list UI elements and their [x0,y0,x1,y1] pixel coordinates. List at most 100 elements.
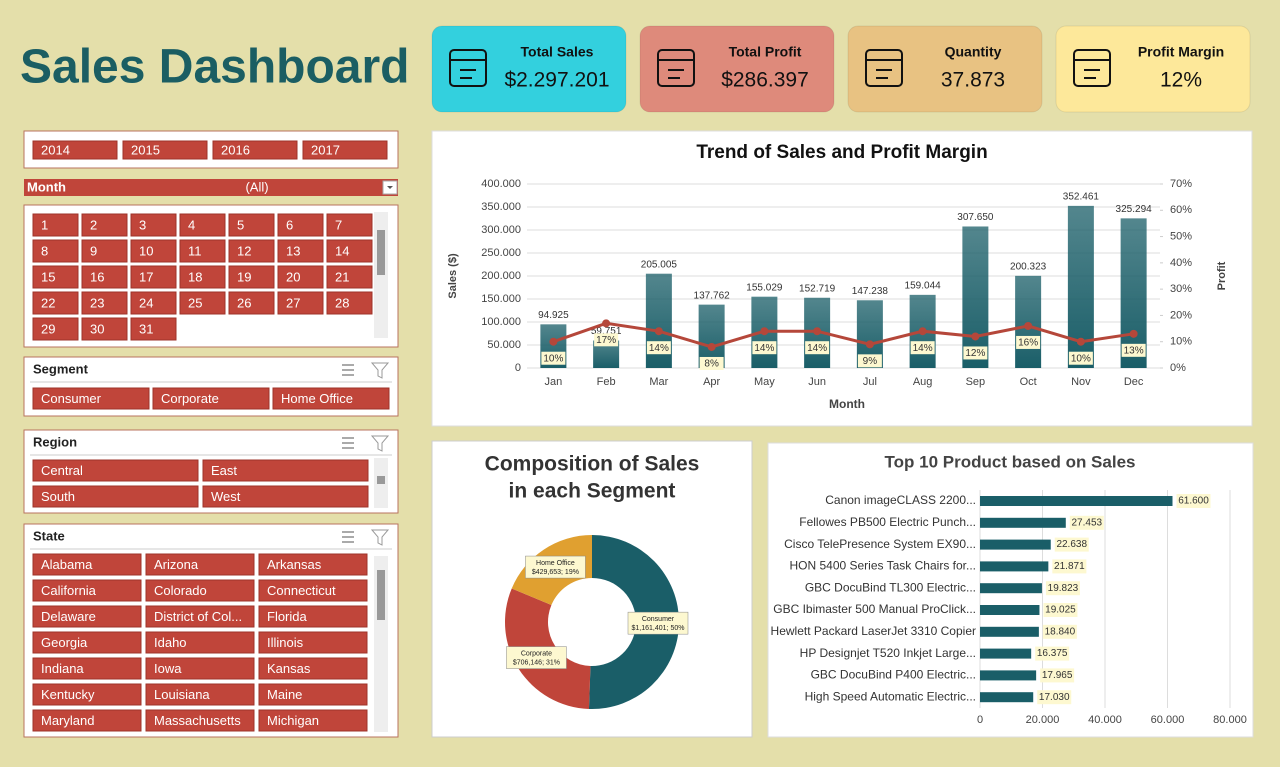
slicer-button[interactable] [302,140,388,160]
slicer-button-label[interactable]: Louisiana [154,687,210,702]
slicer-button-label[interactable]: 23 [90,295,104,310]
slicer-button[interactable] [179,213,226,237]
slicer-button-label[interactable]: Indiana [41,661,84,676]
slicer-button[interactable] [228,239,275,263]
slicer-button[interactable] [32,317,79,341]
slicer-button-label[interactable]: Arizona [154,557,199,572]
clear-filter-icon[interactable] [370,529,390,546]
slicer-button[interactable] [258,709,368,732]
slicer-button-label[interactable]: 18 [188,269,202,284]
slicer-button[interactable] [228,213,275,237]
slicer-button-label[interactable]: Florida [267,609,308,624]
slicer-button[interactable] [258,631,368,654]
slicer-button[interactable] [81,239,128,263]
slicer-button-label[interactable]: Alabama [41,557,93,572]
slicer-button-label[interactable]: 3 [139,217,146,232]
multi-select-icon[interactable] [342,531,354,543]
scroll-thumb[interactable] [377,476,385,484]
slicer-button[interactable] [32,291,79,315]
slicer-button[interactable] [145,657,255,680]
slicer-button[interactable] [81,265,128,289]
slicer-button-label[interactable]: 2017 [311,142,340,157]
slicer-button[interactable] [258,657,368,680]
clear-filter-icon[interactable] [370,435,390,452]
slicer-button-label[interactable]: 2016 [221,142,250,157]
multi-select-icon[interactable] [342,364,354,376]
slicer-button[interactable] [258,683,368,706]
slicer-button[interactable] [277,265,324,289]
scroll-thumb[interactable] [377,230,385,275]
slicer-button[interactable] [277,291,324,315]
slicer-button-label[interactable]: 2 [90,217,97,232]
slicer-button-label[interactable]: Kentucky [41,687,95,702]
slicer-button-label[interactable]: 30 [90,321,104,336]
slicer-button-label[interactable]: 4 [188,217,195,232]
slicer-button-label[interactable]: 25 [188,295,202,310]
slicer-button[interactable] [130,239,177,263]
slicer-button[interactable] [32,709,142,732]
slicer-button[interactable] [32,605,142,628]
slicer-button-label[interactable]: 24 [139,295,153,310]
slicer-button-label[interactable]: 21 [335,269,349,284]
slicer-button[interactable] [130,291,177,315]
slicer-button-label[interactable]: Michigan [267,713,319,728]
slicer-button-label[interactable]: 1 [41,217,48,232]
slicer-button[interactable] [145,553,255,576]
slicer-button-label[interactable]: Georgia [41,635,88,650]
slicer-button[interactable] [145,605,255,628]
slicer-button[interactable] [32,657,142,680]
slicer-button-label[interactable]: 27 [286,295,300,310]
slicer-button-label[interactable]: 19 [237,269,251,284]
slicer-button[interactable] [258,553,368,576]
slicer-button-label[interactable]: Central [41,463,83,478]
slicer-button[interactable] [122,140,208,160]
slicer-button[interactable] [152,387,270,410]
slicer-button-label[interactable]: Maine [267,687,302,702]
slicer-button[interactable] [179,265,226,289]
slicer-button[interactable] [130,265,177,289]
slicer-button[interactable] [228,265,275,289]
slicer-button[interactable] [81,317,128,341]
slicer-button-label[interactable]: 10 [139,243,153,258]
slicer-button-label[interactable]: Arkansas [267,557,322,572]
slicer-button[interactable] [179,239,226,263]
slicer-button[interactable] [145,579,255,602]
slicer-button[interactable] [32,140,118,160]
slicer-button-label[interactable]: District of Col... [154,609,242,624]
slicer-button-label[interactable]: Connecticut [267,583,336,598]
slicer-button-label[interactable]: 15 [41,269,55,284]
slicer-button-label[interactable]: 5 [237,217,244,232]
slicer-button[interactable] [32,387,150,410]
slicer-button[interactable] [145,709,255,732]
scroll-thumb[interactable] [377,570,385,620]
slicer-button[interactable] [202,485,369,508]
slicer-button[interactable] [81,213,128,237]
slicer-button-label[interactable]: West [211,489,241,504]
slicer-button-label[interactable]: 11 [188,243,202,258]
slicer-button[interactable] [212,140,298,160]
slicer-button[interactable] [130,213,177,237]
slicer-button[interactable] [32,631,142,654]
slicer-button-label[interactable]: Massachusetts [154,713,241,728]
slicer-button[interactable] [326,291,373,315]
slicer-button-label[interactable]: East [211,463,237,478]
slicer-button-label[interactable]: 2015 [131,142,160,157]
slicer-button[interactable] [32,485,199,508]
slicer-button[interactable] [326,265,373,289]
slicer-button-label[interactable]: 13 [286,243,300,258]
slicer-button[interactable] [326,239,373,263]
slicer-button[interactable] [32,683,142,706]
slicer-button-label[interactable]: 12 [237,243,251,258]
slicer-button[interactable] [32,553,142,576]
slicer-button[interactable] [81,291,128,315]
slicer-button[interactable] [32,579,142,602]
slicer-button-label[interactable]: 16 [90,269,104,284]
slicer-button-label[interactable]: 29 [41,321,55,336]
slicer-button[interactable] [32,265,79,289]
slicer-button[interactable] [32,239,79,263]
slicer-button-label[interactable]: Colorado [154,583,207,598]
slicer-button[interactable] [179,291,226,315]
slicer-button-label[interactable]: Illinois [267,635,304,650]
slicer-button-label[interactable]: Corporate [161,391,219,406]
slicer-button[interactable] [145,631,255,654]
